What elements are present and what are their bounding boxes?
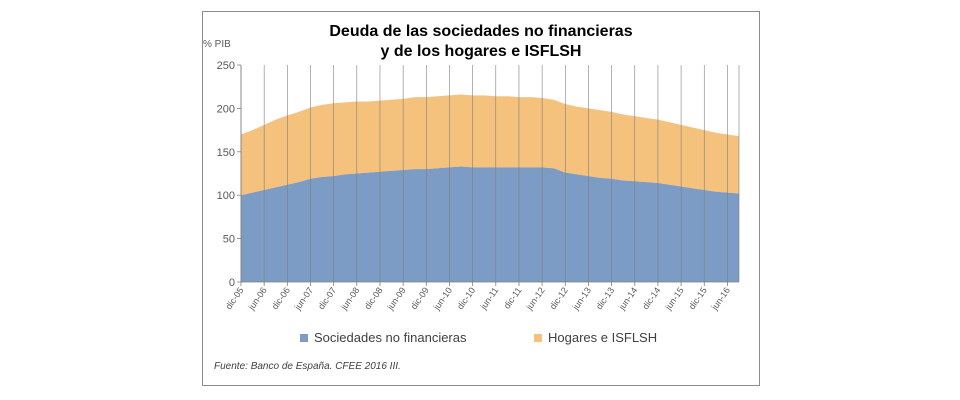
legend-item-hogares: Hogares e ISFLSH — [534, 330, 657, 345]
x-tick-label: jun-13 — [570, 285, 593, 312]
x-tick-label: dic-10 — [455, 285, 477, 311]
legend-swatch-hogares — [534, 333, 542, 342]
legend-swatch-sociedades — [300, 333, 308, 342]
x-tick-label: dic-05 — [223, 285, 245, 311]
y-tick-label: 0 — [229, 277, 235, 289]
chart-title: Deuda de las sociedades no financieras y… — [203, 22, 759, 62]
x-tick-label: jun-10 — [431, 285, 454, 312]
x-tick-label: dic-07 — [316, 285, 338, 311]
x-tick-label: jun-08 — [338, 285, 361, 312]
x-tick-label: jun-16 — [709, 285, 732, 312]
y-tick-label: 150 — [217, 147, 235, 159]
chart-title-line-2: y de los hogares e ISFLSH — [380, 43, 582, 60]
x-tick-label: dic-12 — [548, 285, 570, 311]
x-tick-label: jun-06 — [246, 285, 269, 312]
source-note: Fuente: Banco de España. CFEE 2016 III. — [214, 361, 401, 372]
x-tick-label: dic-11 — [502, 285, 524, 310]
x-tick-label: dic-09 — [409, 285, 431, 311]
x-tick-label: jun-15 — [663, 285, 686, 312]
x-tick-label: jun-14 — [616, 285, 639, 312]
y-tick-label: 100 — [217, 190, 235, 202]
x-tick-label: dic-15 — [687, 285, 709, 311]
x-tick-label: jun-11 — [478, 285, 501, 312]
x-tick-label: jun-12 — [524, 285, 547, 312]
x-tick-label: dic-06 — [270, 285, 292, 311]
y-tick-label: 250 — [217, 60, 235, 72]
legend-item-sociedades: Sociedades no financieras — [300, 330, 467, 345]
y-axis-unit-label: % PIB — [203, 39, 231, 50]
x-tick-label: jun-07 — [292, 285, 315, 312]
x-tick-label: dic-14 — [640, 285, 662, 311]
legend: Sociedades no financieras Hogares e ISFL… — [203, 330, 759, 350]
y-tick-label: 200 — [217, 103, 235, 115]
y-tick-label: 50 — [223, 234, 235, 246]
chart-frame: Deuda de las sociedades no financieras y… — [202, 11, 760, 386]
legend-label-sociedades: Sociedades no financieras — [314, 330, 467, 345]
x-tick-label: jun-09 — [385, 285, 408, 312]
series-area-sociedades — [241, 166, 739, 282]
legend-label-hogares: Hogares e ISFLSH — [548, 330, 658, 345]
chart-title-line-1: Deuda de las sociedades no financieras — [329, 23, 633, 40]
x-tick-label: dic-13 — [594, 285, 616, 311]
x-tick-label: dic-08 — [362, 285, 384, 311]
series-area-hogares — [241, 94, 739, 196]
